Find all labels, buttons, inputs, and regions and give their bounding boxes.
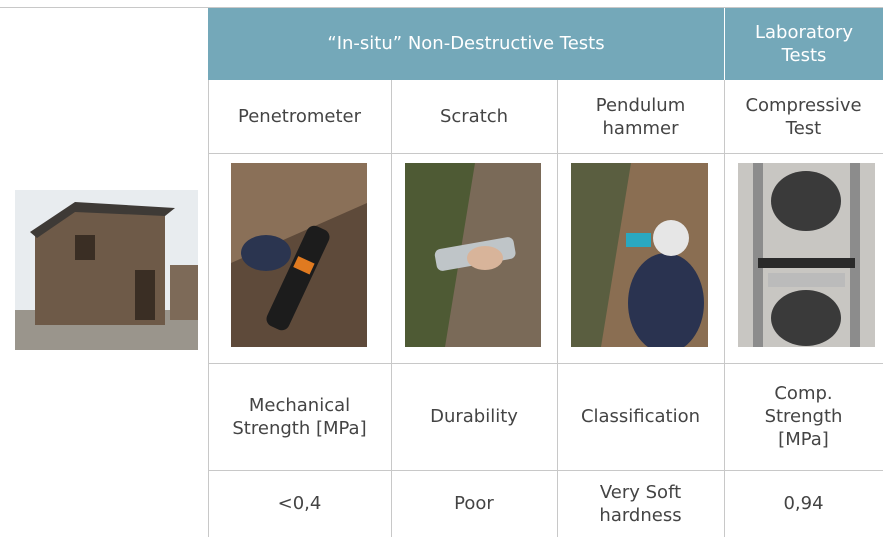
table-cell: Durability bbox=[430, 406, 518, 427]
table-cell: Comp. Strength [MPa] bbox=[764, 383, 843, 450]
col-line bbox=[724, 80, 725, 537]
header-cell: Laboratory Tests bbox=[724, 7, 883, 80]
penetrometer-photo bbox=[231, 163, 367, 347]
pendulum-photo bbox=[571, 163, 708, 347]
house-photo bbox=[15, 190, 198, 350]
table-cell: Penetrometer bbox=[238, 106, 361, 127]
header-cell: “In-situ” Non-Destructive Tests bbox=[208, 7, 724, 80]
table-cell: Poor bbox=[454, 493, 494, 514]
table-cell: Scratch bbox=[439, 106, 509, 127]
row-line bbox=[208, 470, 883, 471]
table-cell: <0,4 bbox=[277, 493, 322, 514]
col-line bbox=[208, 80, 209, 537]
scratch-photo bbox=[405, 163, 541, 347]
row-line bbox=[0, 7, 883, 8]
col-line bbox=[391, 80, 392, 537]
table-cell: Compressive Test bbox=[745, 94, 862, 139]
table-cell: 0,94 bbox=[783, 493, 824, 514]
compressive-photo bbox=[738, 163, 875, 347]
col-line bbox=[557, 80, 558, 537]
row-line bbox=[208, 363, 883, 364]
table-cell: Classification bbox=[580, 406, 701, 427]
row-line bbox=[208, 153, 883, 154]
table-cell: Pendulum hammer bbox=[595, 94, 686, 139]
table-cell: Mechanical Strength [MPa] bbox=[232, 394, 367, 439]
table-cell: Very Soft hardness bbox=[599, 481, 682, 526]
